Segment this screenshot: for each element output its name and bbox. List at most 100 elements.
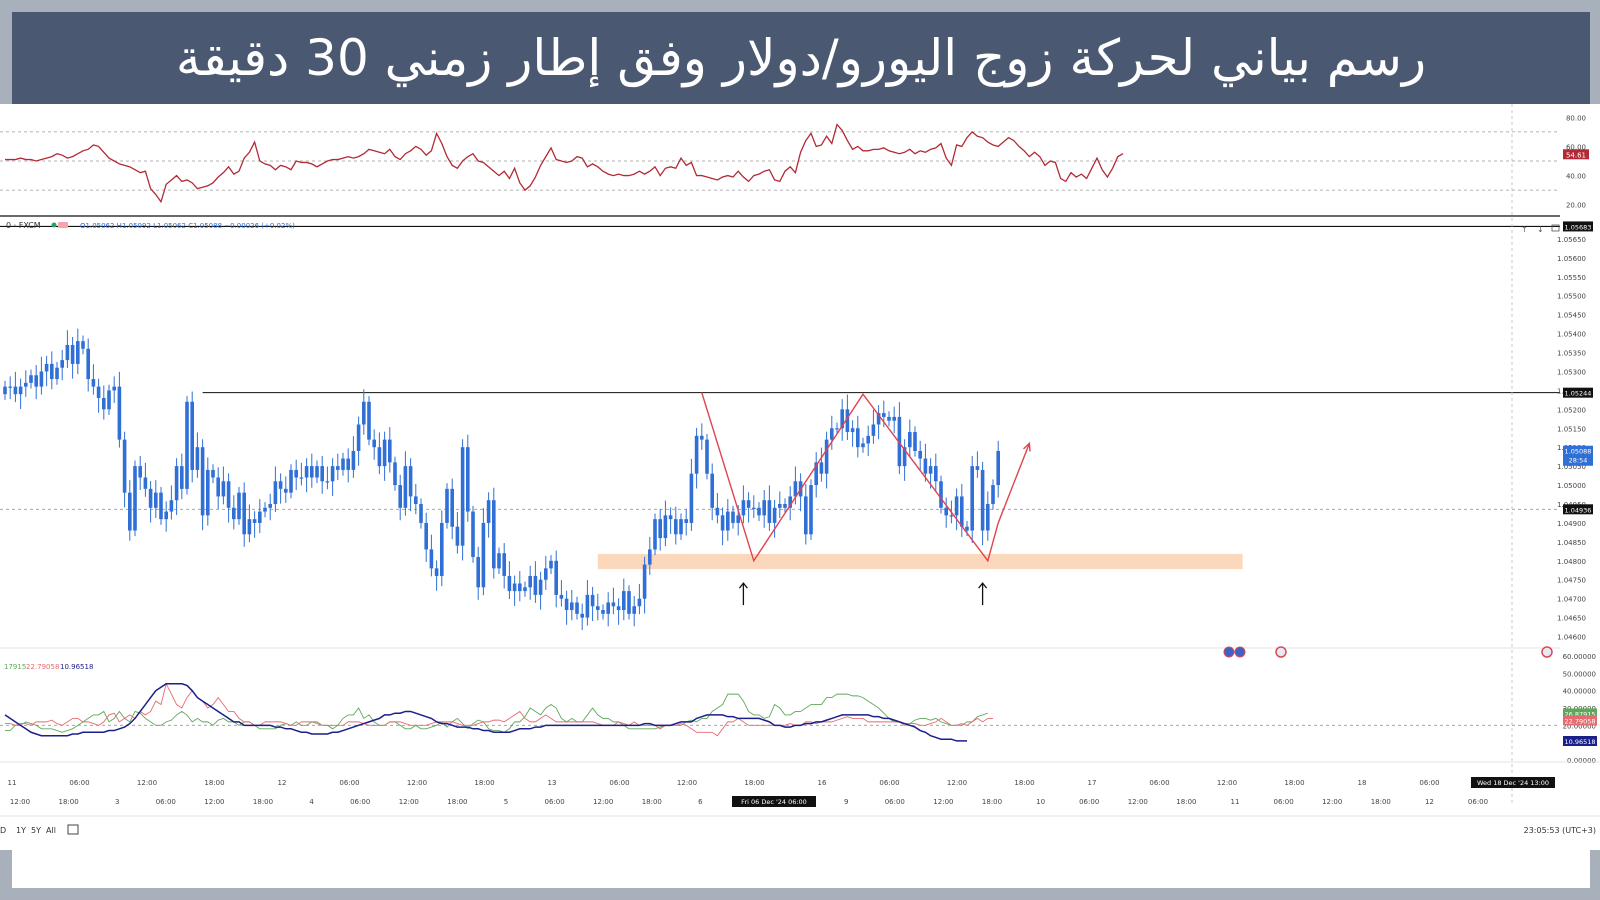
candle-body[interactable] [793,481,798,497]
candle-body[interactable] [429,549,434,569]
candle-body[interactable] [440,522,444,576]
candles[interactable] [3,328,1000,631]
candle-body[interactable] [258,511,262,523]
di-plus-line[interactable] [5,693,988,733]
candle-body[interactable] [824,439,829,474]
candle-body[interactable] [954,496,959,516]
candle-body[interactable] [398,485,402,508]
candle-body[interactable] [70,344,75,364]
candle-body[interactable] [986,504,990,531]
candle-body[interactable] [65,344,70,361]
candle-body[interactable] [325,481,330,483]
candle-body[interactable] [96,386,101,398]
candle-body[interactable] [923,458,928,474]
candle-body[interactable] [341,458,345,470]
candle-body[interactable] [481,522,486,588]
candle-body[interactable] [590,594,595,607]
candle-body[interactable] [814,462,818,486]
candle-body[interactable] [356,424,361,451]
candle-body[interactable] [544,568,548,580]
candle-body[interactable] [689,473,694,523]
candle-body[interactable] [523,587,527,592]
dmi-panel[interactable] [0,682,1560,742]
candle-body[interactable] [538,579,543,595]
candle-body[interactable] [663,515,668,539]
candle-body[interactable] [362,401,366,425]
candle-body[interactable] [221,481,226,497]
candle-body[interactable] [752,507,756,509]
candle-body[interactable] [866,435,870,444]
candle-body[interactable] [81,341,85,349]
candle-body[interactable] [185,401,189,489]
candle-body[interactable] [705,439,709,474]
candle-body[interactable] [767,500,772,523]
candle-body[interactable] [122,439,127,493]
candle-body[interactable] [736,515,740,523]
candle-body[interactable] [471,511,475,558]
candle-body[interactable] [648,549,652,565]
candle-body[interactable] [304,466,309,478]
candle-body[interactable] [299,477,304,479]
candle-body[interactable] [601,610,605,614]
candle-body[interactable] [533,575,538,595]
candle-body[interactable] [642,564,647,599]
candle-body[interactable] [29,375,33,383]
candle-body[interactable] [585,594,590,618]
eu-event-icon[interactable] [1223,646,1235,658]
candle-body[interactable] [580,613,584,618]
candle-body[interactable] [861,443,865,448]
candle-body[interactable] [627,591,631,614]
arrow-down-icon[interactable]: ↓ [1537,225,1544,234]
candle-body[interactable] [746,500,751,508]
candle-body[interactable] [310,466,314,478]
candle-body[interactable] [8,386,12,388]
candle-body[interactable] [960,496,964,527]
candle-body[interactable] [455,526,460,546]
candle-body[interactable] [684,519,688,523]
candle-body[interactable] [512,583,517,592]
candle-body[interactable] [273,481,278,504]
candle-body[interactable] [211,469,215,478]
candle-body[interactable] [871,424,876,436]
candle-body[interactable] [382,439,387,467]
candle-body[interactable] [50,363,54,380]
candle-body[interactable] [174,466,179,501]
candle-body[interactable] [944,507,948,516]
adx-line[interactable] [4,682,967,742]
candle-body[interactable] [434,568,439,576]
candle-body[interactable] [195,447,200,470]
candle-body[interactable] [148,488,153,508]
eu-event-icon[interactable] [1234,646,1246,658]
candle-body[interactable] [346,458,350,470]
economic-event-icons[interactable] [1223,646,1553,658]
candle-body[interactable] [788,496,792,508]
rsi-line[interactable] [5,123,1124,204]
candle-body[interactable] [414,496,418,504]
candle-body[interactable] [559,594,564,599]
candle-body[interactable] [102,397,106,410]
w-pattern-drawing[interactable] [701,392,1031,606]
maximize-icon[interactable] [1551,224,1560,232]
candle-body[interactable] [330,466,335,482]
candle-body[interactable] [668,515,673,520]
candle-body[interactable] [294,469,298,478]
candle-body[interactable] [200,447,205,516]
candle-body[interactable] [975,466,980,470]
candle-body[interactable] [86,348,90,380]
candle-body[interactable] [757,507,761,516]
candle-body[interactable] [726,511,730,531]
candle-body[interactable] [876,413,881,425]
us-event-icon[interactable] [1541,646,1553,658]
candle-body[interactable] [315,466,319,478]
candle-body[interactable] [34,375,38,387]
candle-body[interactable] [133,466,137,531]
candle-body[interactable] [507,575,512,592]
candle-body[interactable] [700,435,704,440]
candle-body[interactable] [902,447,907,467]
candle-body[interactable] [112,386,116,391]
candle-body[interactable] [466,447,470,512]
candle-body[interactable] [492,500,496,569]
candle-body[interactable] [622,591,626,611]
candle-body[interactable] [18,386,23,395]
candle-body[interactable] [970,466,974,531]
